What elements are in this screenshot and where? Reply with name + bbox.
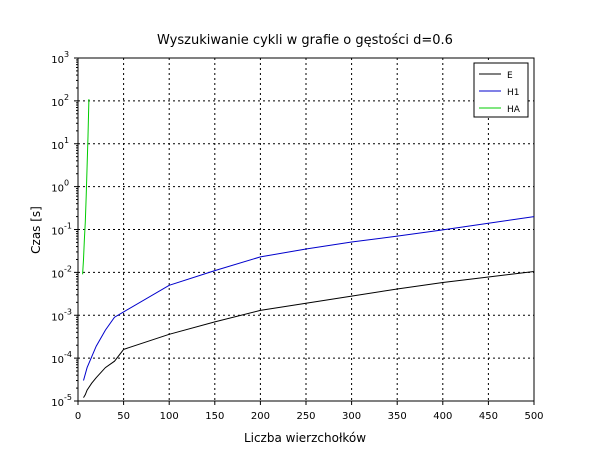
series-line-ha <box>82 99 90 275</box>
x-tick-label: 250 <box>296 411 315 422</box>
y-tick-label: 10 <box>51 355 64 366</box>
x-tick-label: 400 <box>433 411 452 422</box>
x-tick-label: 200 <box>251 411 270 422</box>
y-tick-label: 10 <box>51 184 64 195</box>
y-tick-label: 10 <box>51 269 64 280</box>
y-tick-base: 10 <box>51 98 64 109</box>
y-tick-exponent: -5 <box>64 393 72 402</box>
y-tick-label: 10 <box>51 398 64 409</box>
x-tick-label: 350 <box>388 411 407 422</box>
x-tick-label: 300 <box>342 411 361 422</box>
y-axis-label: Czas [s] <box>29 206 43 254</box>
x-tick-label: 450 <box>479 411 498 422</box>
y-tick-label: 10 <box>51 141 64 152</box>
y-tick-exponent: -3 <box>64 307 72 316</box>
y-tick-base: 10 <box>51 269 64 280</box>
x-tick-label: 150 <box>205 411 224 422</box>
grid <box>78 58 534 401</box>
legend: E H1 HA <box>473 62 529 118</box>
series-line-h1 <box>83 216 535 381</box>
x-tick-label: 0 <box>75 411 81 422</box>
series <box>82 99 535 398</box>
y-tick-label: 10 <box>51 227 64 238</box>
legend-label: H1 <box>507 88 520 98</box>
y-tick-base: 10 <box>51 355 64 366</box>
y-tick-exponent: -2 <box>64 264 72 273</box>
x-tick-label: 500 <box>524 411 543 422</box>
y-tick-base: 10 <box>51 141 64 152</box>
y-tick-base: 10 <box>51 227 64 238</box>
y-tick-exponent: 2 <box>64 93 69 102</box>
legend-label: HA <box>507 105 521 115</box>
y-tick-base: 10 <box>51 398 64 409</box>
x-tick-label: 50 <box>117 411 130 422</box>
x-axis-label: Liczba wierzchołków <box>244 431 366 445</box>
y-tick-exponent: 0 <box>64 179 69 188</box>
axes: 0 50 100 150 200 250 300 350 400 450 50010-510-410… <box>51 50 543 422</box>
y-tick-base: 10 <box>51 55 64 66</box>
y-tick-label: 10 <box>51 312 64 323</box>
y-tick-base: 10 <box>51 184 64 195</box>
legend-label: E <box>507 71 513 81</box>
y-tick-exponent: 3 <box>64 50 69 59</box>
y-tick-label: 10 <box>51 98 64 109</box>
y-tick-exponent: -1 <box>64 222 72 231</box>
y-tick-exponent: 1 <box>64 136 69 145</box>
y-tick-base: 10 <box>51 312 64 323</box>
series-line-e <box>83 271 535 398</box>
y-tick-label: 10 <box>51 55 64 66</box>
y-tick-exponent: -4 <box>64 350 72 359</box>
chart-title: Wyszukiwanie cykli w grafie o gęstości d… <box>157 33 453 48</box>
x-tick-label: 100 <box>160 411 179 422</box>
